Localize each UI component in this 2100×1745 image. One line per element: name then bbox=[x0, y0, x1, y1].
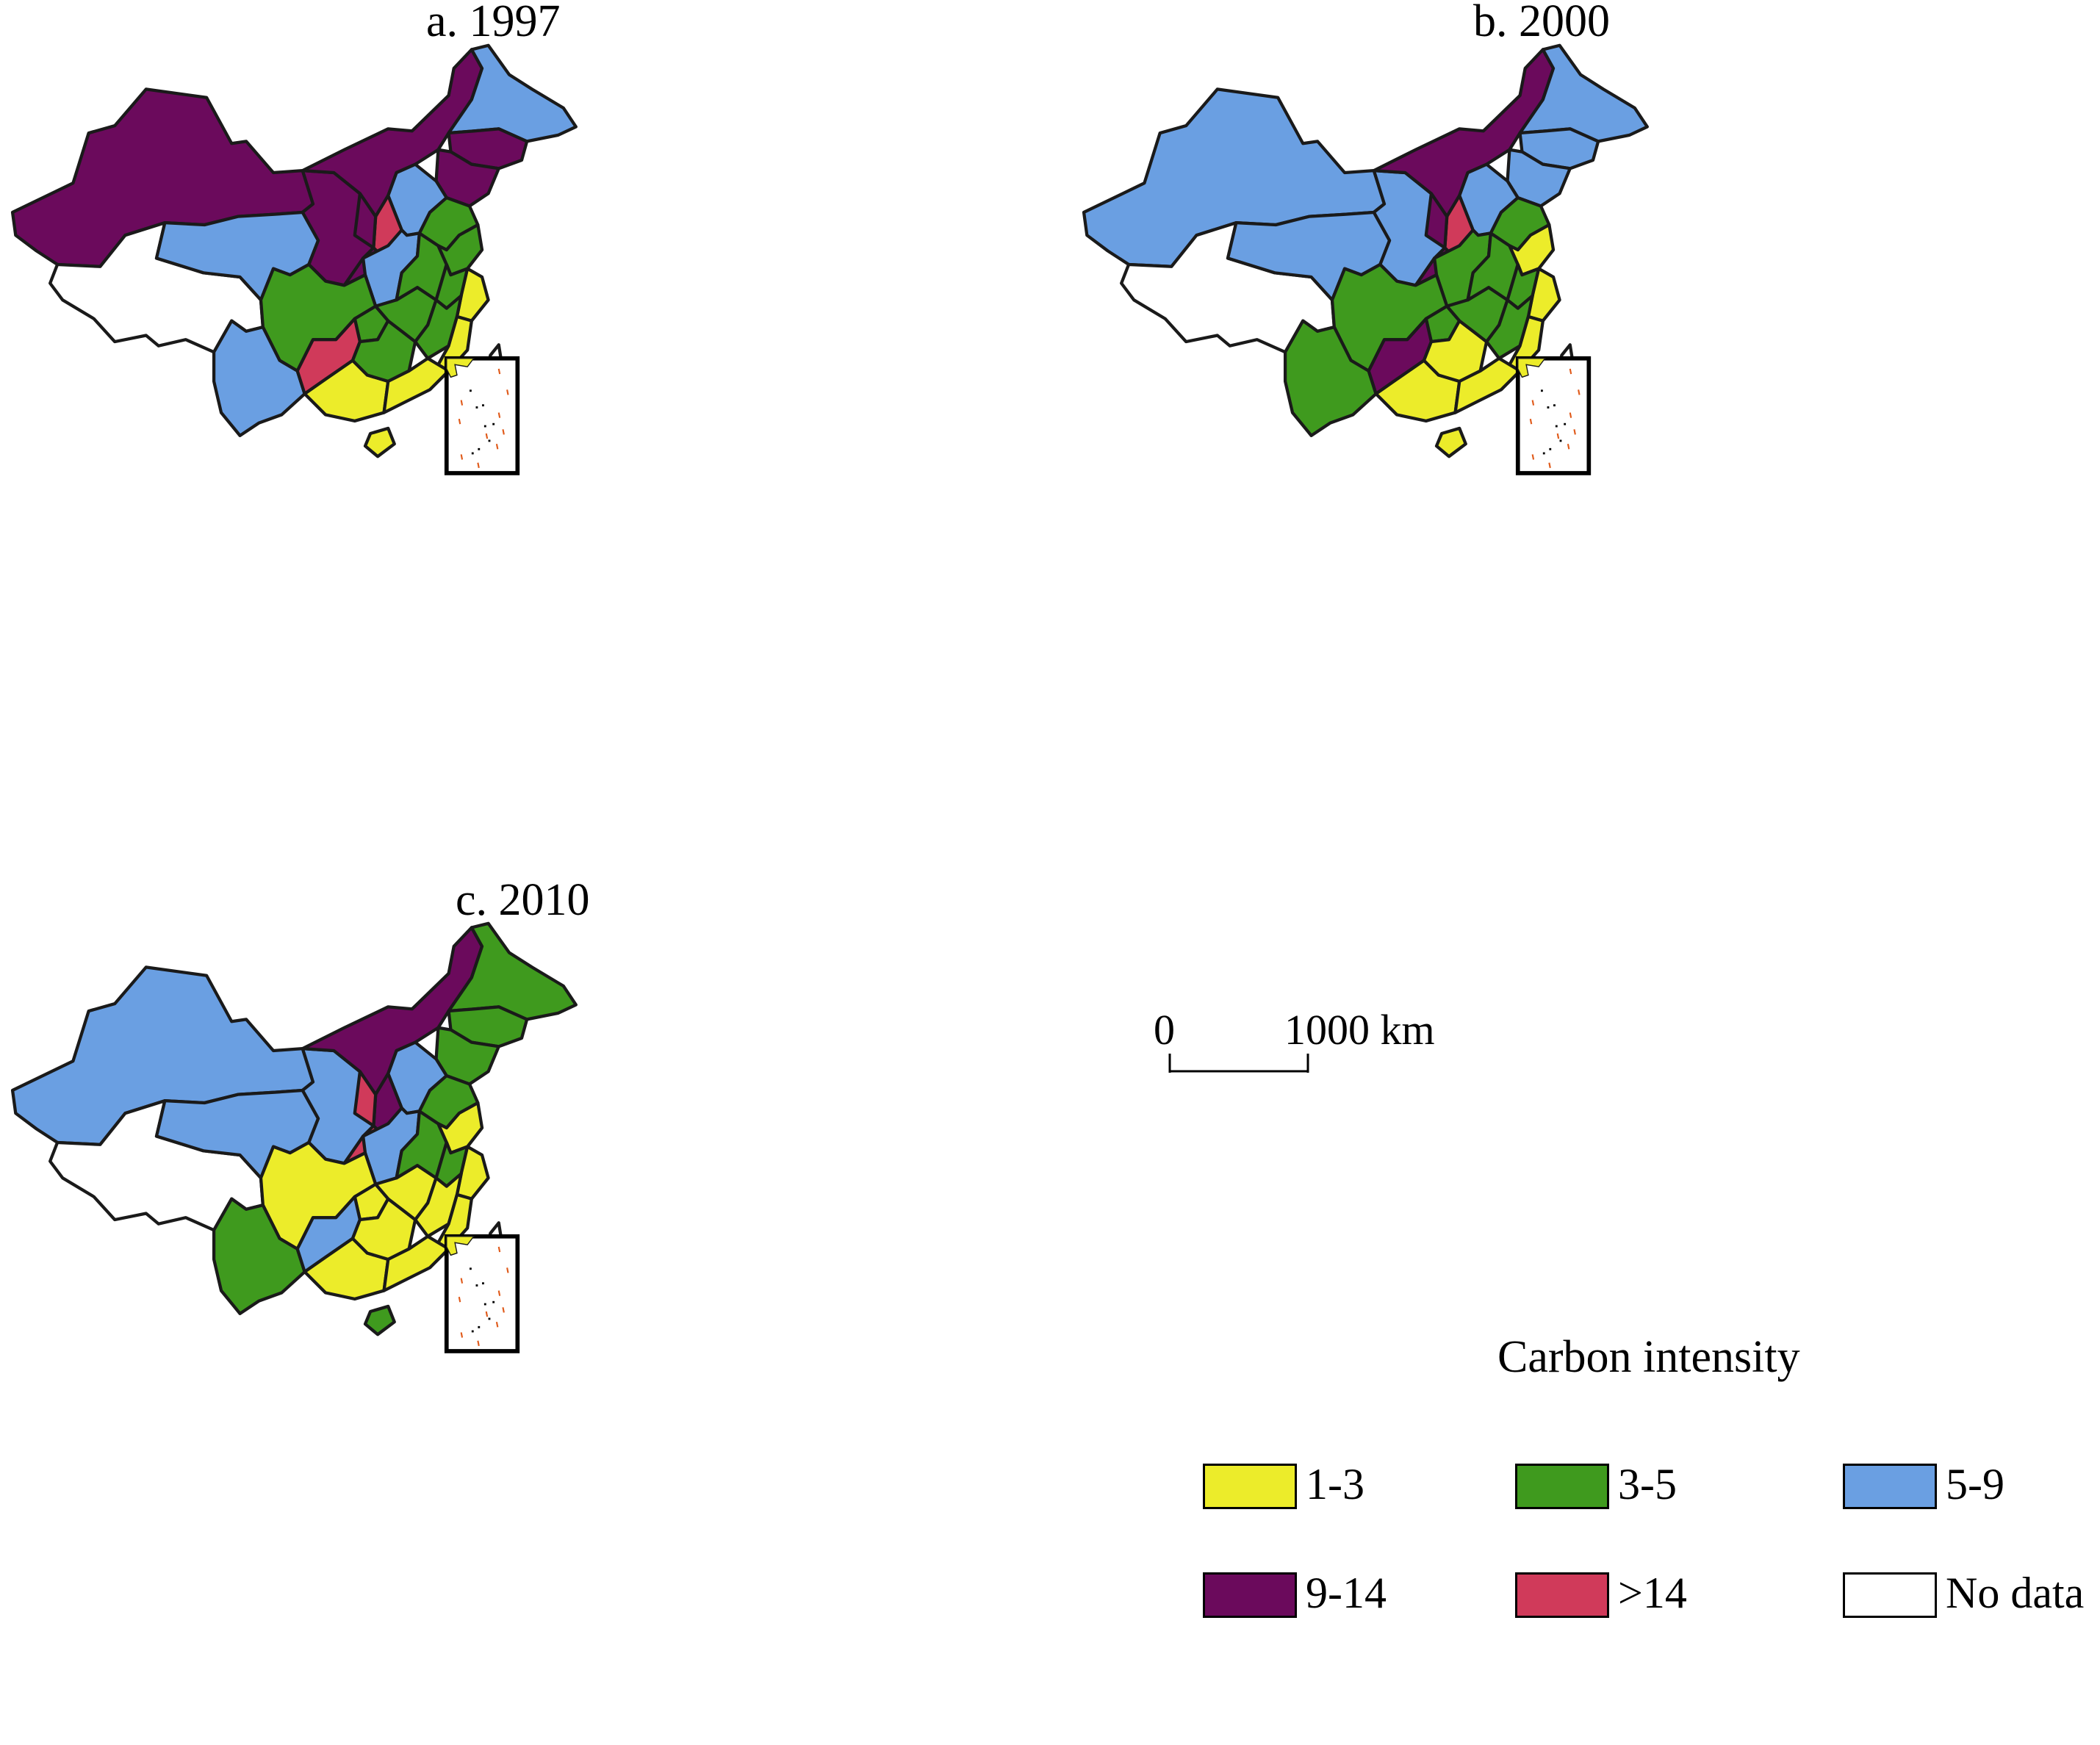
legend-label: 5-9 bbox=[1946, 1460, 2004, 1508]
inset-mainland-coast bbox=[446, 1236, 475, 1256]
boundary-dash bbox=[485, 433, 489, 439]
island-dot bbox=[1547, 406, 1550, 409]
boundary-dash bbox=[460, 400, 464, 406]
island-dot bbox=[475, 406, 478, 409]
boundary-dash bbox=[506, 389, 509, 395]
island-dot bbox=[492, 422, 495, 425]
island-dot bbox=[492, 1300, 495, 1303]
boundary-dash bbox=[460, 1332, 464, 1338]
boundary-dash bbox=[458, 1296, 461, 1303]
scale-bar bbox=[1168, 1054, 1309, 1073]
inset-mainland-coast bbox=[1517, 358, 1547, 378]
map-panel-2000 bbox=[1082, 43, 1649, 475]
scale-distance-label: 1000 km bbox=[1284, 1006, 1435, 1054]
boundary-dash bbox=[1567, 443, 1570, 450]
island-dot bbox=[1555, 425, 1558, 428]
boundary-dash bbox=[1548, 462, 1551, 469]
map-panel-2010 bbox=[10, 921, 578, 1353]
island-dot bbox=[482, 404, 484, 407]
south-china-sea-inset bbox=[444, 356, 520, 475]
island-dot bbox=[1564, 422, 1567, 425]
south-china-sea-inset bbox=[1515, 356, 1592, 475]
boundary-dash bbox=[1578, 389, 1581, 395]
boundary-dash bbox=[1569, 412, 1572, 418]
panel-title-1997: a. 1997 bbox=[426, 0, 561, 46]
boundary-dash bbox=[506, 1267, 509, 1273]
boundary-dash bbox=[1573, 429, 1576, 435]
legend-swatch bbox=[1843, 1464, 1937, 1509]
island-dot bbox=[1553, 404, 1556, 407]
island-dot bbox=[471, 1330, 474, 1333]
inset-frame bbox=[444, 1234, 520, 1353]
boundary-dash bbox=[460, 1278, 464, 1284]
legend-swatch bbox=[1515, 1464, 1609, 1509]
island-dot bbox=[482, 1282, 484, 1285]
island-dot bbox=[475, 1284, 478, 1287]
boundary-dash bbox=[485, 1311, 489, 1317]
boundary-dash bbox=[460, 454, 464, 460]
map-panel-1997 bbox=[10, 43, 578, 475]
province-hainan bbox=[1434, 426, 1467, 458]
province-hainan bbox=[363, 1304, 396, 1336]
island-dot bbox=[1541, 389, 1543, 392]
island-dot bbox=[470, 1267, 472, 1270]
legend-label: 1-3 bbox=[1306, 1460, 1364, 1508]
boundary-dash bbox=[458, 418, 461, 425]
province-heilongjiang bbox=[447, 43, 578, 143]
boundary-dash bbox=[497, 1290, 501, 1296]
legend-swatch bbox=[1203, 1572, 1297, 1618]
boundary-dash bbox=[497, 368, 501, 375]
province-jiangxi bbox=[1485, 294, 1534, 360]
legend-swatch bbox=[1515, 1572, 1609, 1618]
island-dot bbox=[478, 447, 481, 450]
panel-title-2010: c. 2010 bbox=[456, 875, 590, 925]
legend-label: 3-5 bbox=[1618, 1460, 1677, 1508]
legend-swatch bbox=[1203, 1464, 1297, 1509]
panel-title-2000: b. 2000 bbox=[1473, 0, 1610, 46]
island-dot bbox=[488, 1317, 491, 1320]
legend-label: >14 bbox=[1618, 1569, 1687, 1617]
island-dot bbox=[471, 452, 474, 455]
island-dot bbox=[1542, 452, 1545, 455]
island-dot bbox=[488, 439, 491, 442]
province-jiangxi bbox=[414, 1172, 463, 1238]
legend-label: No data bbox=[1946, 1569, 2085, 1617]
inset-frame bbox=[444, 356, 520, 475]
province-heilongjiang bbox=[1518, 43, 1649, 143]
province-hainan bbox=[363, 426, 396, 458]
province-jiangxi bbox=[414, 294, 463, 360]
inset-mainland-coast bbox=[446, 358, 475, 378]
island-dot bbox=[483, 1303, 486, 1306]
boundary-dash bbox=[1569, 368, 1572, 375]
island-dot bbox=[483, 425, 486, 428]
south-china-sea-inset bbox=[444, 1234, 520, 1353]
boundary-dash bbox=[497, 412, 501, 418]
legend-title: Carbon intensity bbox=[1497, 1332, 1800, 1382]
island-dot bbox=[1549, 447, 1552, 450]
island-dot bbox=[470, 389, 472, 392]
legend-label: 9-14 bbox=[1306, 1569, 1387, 1617]
island-dot bbox=[1559, 439, 1562, 442]
legend-swatch bbox=[1843, 1572, 1937, 1618]
island-dot bbox=[478, 1325, 481, 1328]
province-heilongjiang bbox=[447, 921, 578, 1021]
boundary-dash bbox=[497, 1246, 501, 1253]
scale-zero-label: 0 bbox=[1154, 1006, 1175, 1054]
inset-frame bbox=[1515, 356, 1592, 475]
